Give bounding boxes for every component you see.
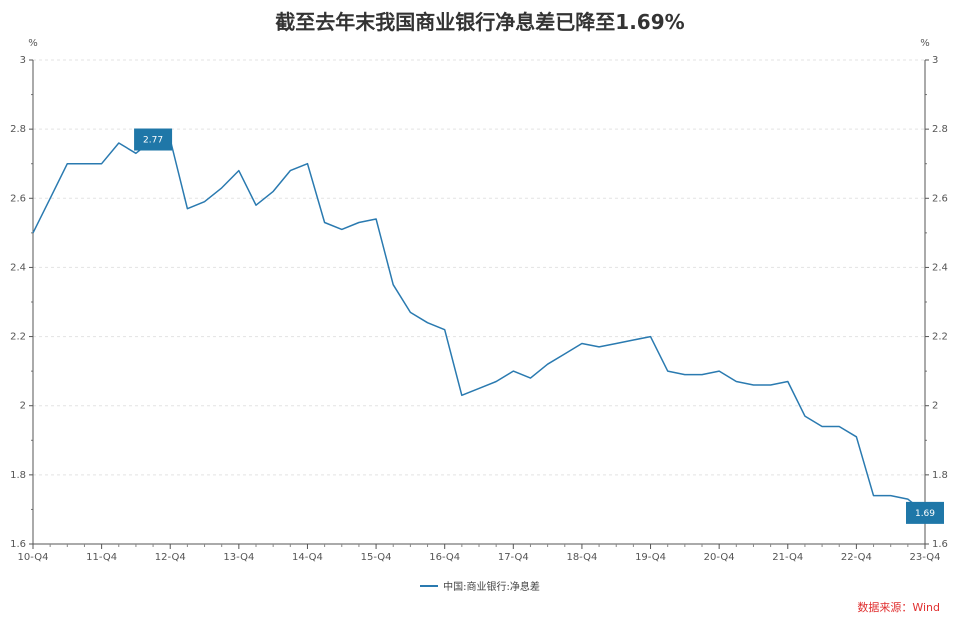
x-tick-label: 16-Q4 — [429, 552, 460, 563]
y-tick-label-right: 2 — [932, 401, 938, 412]
series-line — [32, 138, 926, 514]
x-tick-label: 17-Q4 — [498, 552, 529, 563]
annotation-box — [906, 501, 944, 524]
x-tick-label: 13-Q4 — [223, 552, 254, 563]
y-unit-right: % — [920, 38, 930, 49]
x-tick-label: 20-Q4 — [704, 552, 735, 563]
y-tick-label-left: 1.8 — [10, 470, 26, 481]
x-tick-label: 19-Q4 — [635, 552, 666, 563]
axes: 1.6 1.6 1.8 1.8 2 2 2.2 2.2 2.4 2.4 2.6 2.6 2.8 2.8 3 3… — [10, 38, 948, 563]
chart-title: 截至去年末我国商业银行净息差已降至1.69% — [275, 10, 685, 34]
x-tick-label: 14-Q4 — [292, 552, 323, 563]
y-tick-label-left: 2.6 — [10, 193, 26, 204]
y-tick-label-left: 2.4 — [10, 262, 26, 273]
x-tick-label: 18-Q4 — [566, 552, 597, 563]
y-tick-label-right: 1.6 — [932, 539, 948, 550]
x-tick-label: 11-Q4 — [86, 552, 117, 563]
source-note: 数据来源：Wind — [857, 601, 940, 614]
x-tick-label: 12-Q4 — [155, 552, 186, 563]
y-tick-label-right: 3 — [932, 55, 938, 66]
y-tick-label-left: 3 — [20, 55, 26, 66]
series-layer — [32, 138, 926, 514]
annotation-label: 1.69 — [915, 509, 935, 519]
legend-swatch — [420, 584, 439, 587]
legend-label: 中国:商业银行:净息差 — [443, 582, 540, 593]
y-tick-label-right: 2.8 — [932, 124, 948, 135]
y-tick-label-right: 1.8 — [932, 470, 948, 481]
annotation-label: 2.77 — [143, 136, 163, 146]
x-tick-label: 21-Q4 — [772, 552, 803, 563]
y-tick-label-left: 2.8 — [10, 124, 26, 135]
y-tick-label-left: 2 — [20, 401, 26, 412]
y-unit-left: % — [28, 38, 38, 49]
x-tick-label: 10-Q4 — [18, 552, 49, 563]
y-tick-label-right: 2.6 — [932, 193, 948, 204]
annotations: 2.77 1.69 — [134, 128, 944, 524]
annotation-box — [134, 128, 173, 151]
x-tick-label: 23-Q4 — [910, 552, 941, 563]
x-tick-label: 15-Q4 — [361, 552, 392, 563]
y-tick-label-left: 2.2 — [10, 332, 26, 343]
legend[interactable]: 中国:商业银行:净息差 — [0, 578, 960, 593]
x-tick-label: 22-Q4 — [841, 552, 872, 563]
y-tick-label-right: 2.4 — [932, 262, 948, 273]
y-tick-label-right: 2.2 — [932, 332, 948, 343]
y-tick-label-left: 1.6 — [10, 539, 26, 550]
